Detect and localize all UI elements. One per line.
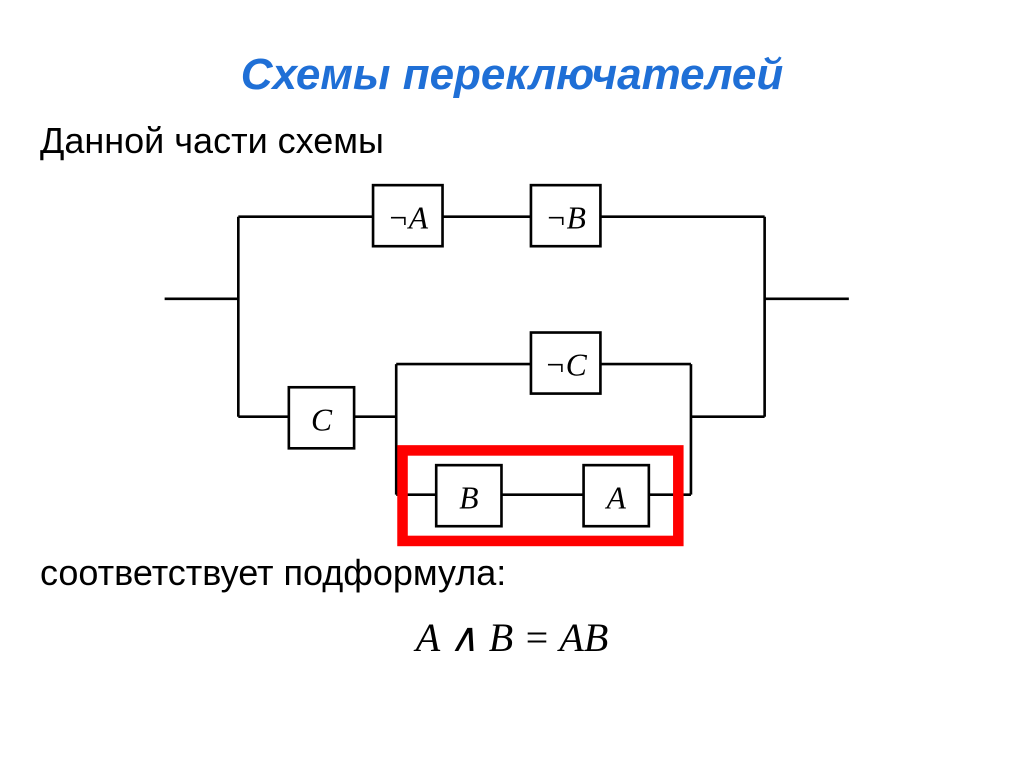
box-not-c-label: ¬C — [545, 348, 588, 383]
subtitle-bottom: соответствует подформула: — [40, 552, 1024, 594]
circuit-diagram: ¬A ¬B C ¬C B A — [0, 162, 1024, 562]
box-not-a-label: ¬A — [387, 200, 428, 235]
page-title: Схемы переключателей — [0, 50, 1024, 100]
subtitle-top: Данной части схемы — [40, 120, 1024, 162]
formula: A ∧ B = AB — [0, 614, 1024, 661]
box-c-label: C — [311, 402, 333, 437]
box-not-b-label: ¬B — [545, 200, 586, 235]
box-b-label: B — [459, 480, 478, 515]
box-a-label: A — [605, 480, 627, 515]
